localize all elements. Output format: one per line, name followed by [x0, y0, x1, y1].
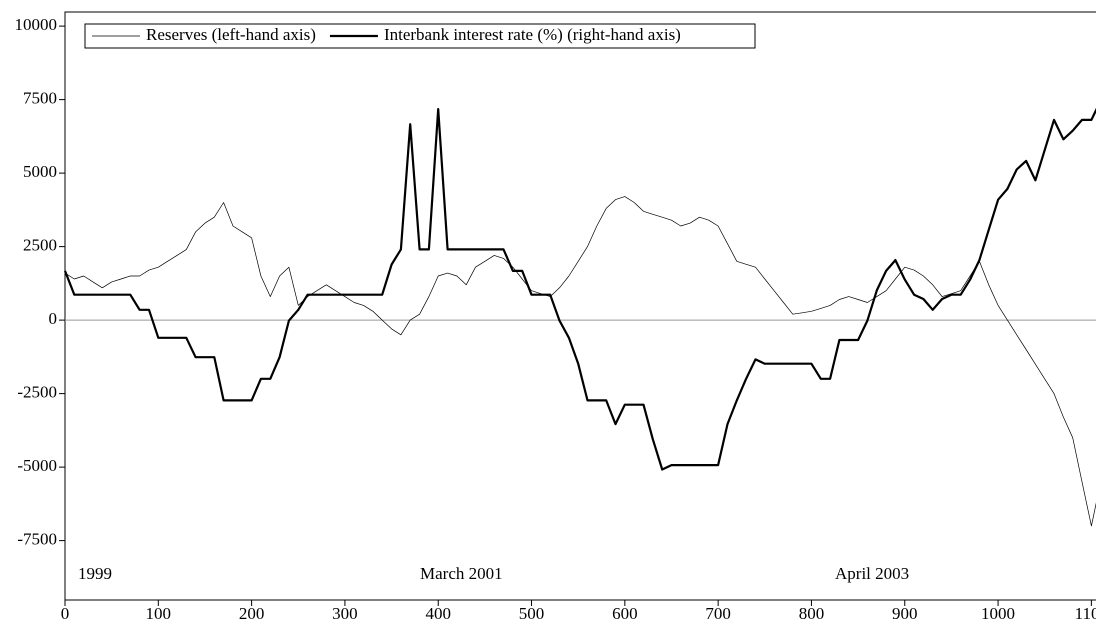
y-tick-label: -7500: [17, 530, 57, 549]
y-tick-label: 7500: [23, 89, 57, 108]
x-tick-label: 1100: [1075, 604, 1096, 623]
y-tick-label: -5000: [17, 456, 57, 475]
series-line: [63, 107, 1096, 471]
x-tick-label: 200: [239, 604, 265, 623]
x-tick-label: 100: [146, 604, 172, 623]
legend-label: Interbank interest rate (%) (right-hand …: [384, 25, 681, 44]
annotation: March 2001: [420, 564, 503, 583]
x-tick-label: 800: [799, 604, 825, 623]
x-tick-label: 400: [425, 604, 451, 623]
x-tick-label: 300: [332, 604, 358, 623]
x-tick-label: 900: [892, 604, 918, 623]
x-tick-label: 1000: [981, 604, 1015, 623]
plot-frame: [64, 11, 1096, 601]
annotation: April 2003: [835, 564, 909, 583]
annotation: 1999: [78, 564, 112, 583]
x-tick-label: 500: [519, 604, 545, 623]
legend-label: Reserves (left-hand axis): [146, 25, 316, 44]
y-tick-label: 2500: [23, 236, 57, 255]
y-tick-label: 0: [49, 309, 58, 328]
series-line: [64, 196, 1096, 527]
y-tick-label: 10000: [15, 15, 58, 34]
x-tick-label: 0: [61, 604, 70, 623]
y-tick-label: 5000: [23, 162, 57, 181]
y-tick-label: -2500: [17, 383, 57, 402]
legend-box: [84, 23, 756, 49]
x-tick-label: 600: [612, 604, 638, 623]
x-tick-label: 700: [705, 604, 731, 623]
